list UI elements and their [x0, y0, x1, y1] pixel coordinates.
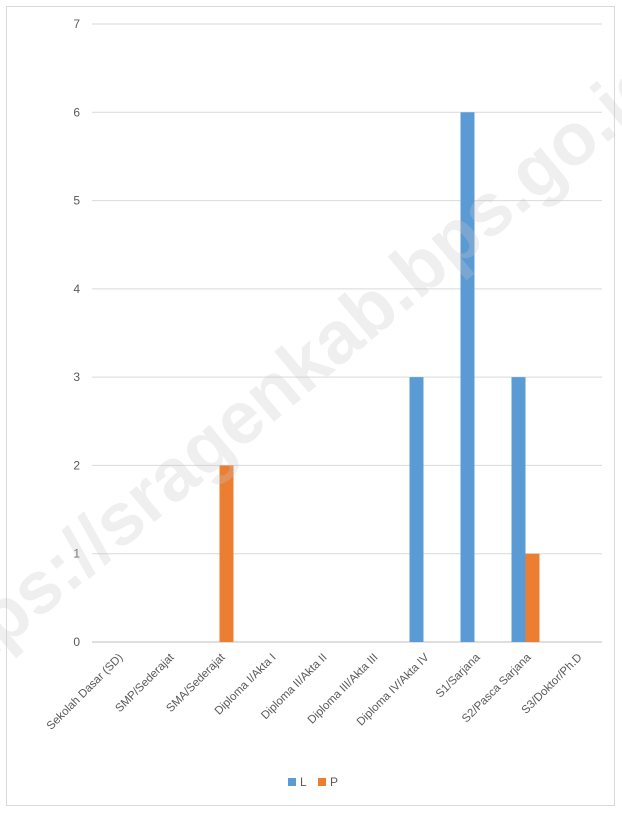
x-axis-labels: Sekolah Dasar (SD)SMP/SederajatSMA/Seder…: [45, 651, 585, 732]
y-tick-label: 7: [73, 17, 80, 31]
bar-l: [460, 112, 475, 643]
bars: [219, 112, 540, 643]
x-category-label: Sekolah Dasar (SD): [45, 652, 126, 733]
y-tick-label: 5: [73, 194, 80, 208]
y-tick-label: 6: [73, 105, 80, 119]
y-tick-label: 0: [73, 635, 80, 649]
legend-swatch-p: [318, 778, 326, 786]
legend-swatch-l: [288, 778, 296, 786]
y-tick-label: 1: [73, 547, 80, 561]
y-tick-label: 2: [73, 458, 80, 472]
y-axis-ticks: 0 1 2 3 4 5 6 7: [73, 17, 80, 649]
bar-l: [409, 377, 424, 642]
legend-label-p: P: [330, 775, 338, 789]
legend-label-l: L: [300, 775, 307, 789]
bar-l: [511, 377, 526, 642]
y-tick-label: 3: [73, 370, 80, 384]
y-tick-label: 4: [73, 282, 80, 296]
bar-p: [525, 553, 540, 642]
bar-p: [219, 465, 234, 642]
x-category-label: S1/Sarjana: [434, 651, 483, 700]
